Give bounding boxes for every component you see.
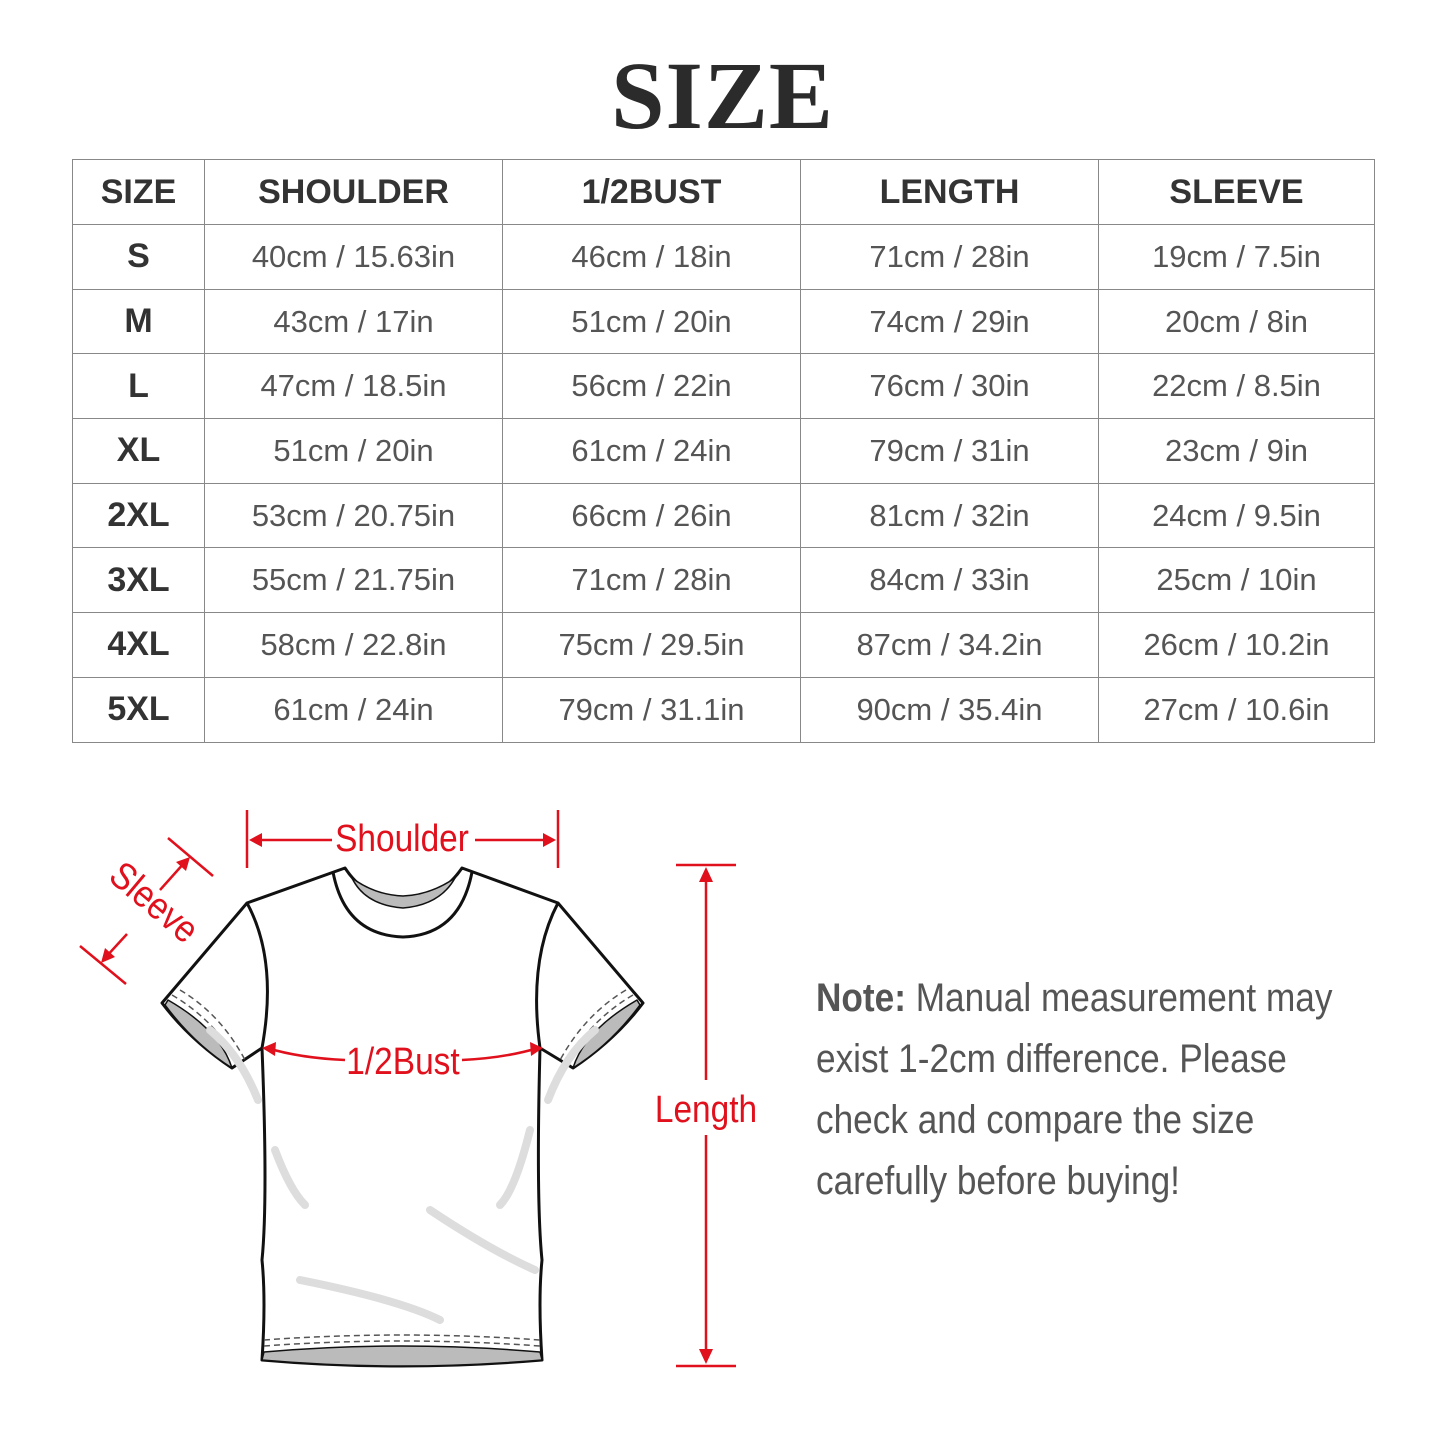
measurement-cell: 79cm / 31in	[800, 418, 1099, 484]
measurement-cell: 84cm / 33in	[800, 547, 1099, 614]
column-header: SIZE	[72, 159, 205, 225]
column-header: SHOULDER	[204, 159, 503, 225]
table-row: M 43cm / 17in 51cm / 20in 74cm / 29in 20cm /…	[72, 288, 1375, 355]
size-cell: 4XL	[72, 612, 205, 678]
size-table: SIZE SHOULDER 1/2BUST LENGTH SLEEVE S 40cm / …	[72, 159, 1375, 743]
measurement-cell: 56cm / 22in	[502, 353, 801, 420]
measurement-cell: 61cm / 24in	[204, 676, 503, 743]
shoulder-label: Shoulder	[335, 817, 469, 859]
column-header: SLEEVE	[1098, 159, 1375, 225]
size-cell: 3XL	[72, 547, 205, 614]
measurement-cell: 40cm / 15.63in	[204, 224, 503, 290]
page-title: SIZE	[611, 42, 834, 149]
measurement-cell: 26cm / 10.2in	[1098, 612, 1375, 678]
size-cell: S	[72, 224, 205, 290]
measurement-cell: 71cm / 28in	[800, 224, 1099, 290]
measurement-cell: 20cm / 8in	[1098, 288, 1375, 355]
size-cell: 2XL	[72, 482, 205, 549]
measurement-cell: 47cm / 18.5in	[204, 353, 503, 420]
column-header: LENGTH	[800, 159, 1099, 225]
note-text: Note: Manual measurement may exist 1-2cm…	[816, 968, 1379, 1212]
measurement-cell: 61cm / 24in	[502, 418, 801, 484]
measurement-cell: 23cm / 9in	[1098, 418, 1375, 484]
size-cell: L	[72, 353, 205, 420]
table-row: 2XL 53cm / 20.75in 66cm / 26in 81cm / 32in 2…	[72, 482, 1375, 549]
tshirt-illustration	[160, 866, 645, 1368]
measurement-cell: 58cm / 22.8in	[204, 612, 503, 678]
length-label: Length	[655, 1088, 757, 1130]
size-cell: 5XL	[72, 676, 205, 743]
measurement-cell: 25cm / 10in	[1098, 547, 1375, 614]
measurement-cell: 75cm / 29.5in	[502, 612, 801, 678]
measurement-cell: 53cm / 20.75in	[204, 482, 503, 549]
bust-label: 1/2Bust	[346, 1040, 459, 1082]
measurement-cell: 90cm / 35.4in	[800, 676, 1099, 743]
measurement-cell: 51cm / 20in	[502, 288, 801, 355]
measurement-cell: 79cm / 31.1in	[502, 676, 801, 743]
measurement-cell: 66cm / 26in	[502, 482, 801, 549]
table-row: 3XL 55cm / 21.75in 71cm / 28in 84cm / 33in 2…	[72, 547, 1375, 614]
table-row: L 47cm / 18.5in 56cm / 22in 76cm / 30in 22cm…	[72, 353, 1375, 420]
table-row: S 40cm / 15.63in 46cm / 18in 71cm / 28in 19c…	[72, 224, 1375, 290]
measurement-cell: 71cm / 28in	[502, 547, 801, 614]
size-cell: XL	[72, 418, 205, 484]
size-cell: M	[72, 288, 205, 355]
measurement-cell: 51cm / 20in	[204, 418, 503, 484]
measurement-cell: 46cm / 18in	[502, 224, 801, 290]
table-row: XL 51cm / 20in 61cm / 24in 79cm / 31in 23cm …	[72, 418, 1375, 484]
sleeve-label: Sleeve	[101, 853, 207, 951]
note-body: Manual measurement may exist 1-2cm diffe…	[816, 976, 1333, 1203]
measurement-cell: 74cm / 29in	[800, 288, 1099, 355]
measurement-cell: 27cm / 10.6in	[1098, 676, 1375, 743]
measurement-cell: 19cm / 7.5in	[1098, 224, 1375, 290]
measurement-cell: 55cm / 21.75in	[204, 547, 503, 614]
table-row: 5XL 61cm / 24in 79cm / 31.1in 90cm / 35.4in…	[72, 676, 1375, 743]
measurement-cell: 24cm / 9.5in	[1098, 482, 1375, 549]
note-label: Note:	[816, 976, 906, 1020]
table-header-row: SIZE SHOULDER 1/2BUST LENGTH SLEEVE	[72, 159, 1375, 225]
measurement-cell: 76cm / 30in	[800, 353, 1099, 420]
column-header: 1/2BUST	[502, 159, 801, 225]
measurement-lines	[79, 810, 736, 1368]
measurement-cell: 81cm / 32in	[800, 482, 1099, 549]
measurement-cell: 43cm / 17in	[204, 288, 503, 355]
measurement-cell: 22cm / 8.5in	[1098, 353, 1375, 420]
